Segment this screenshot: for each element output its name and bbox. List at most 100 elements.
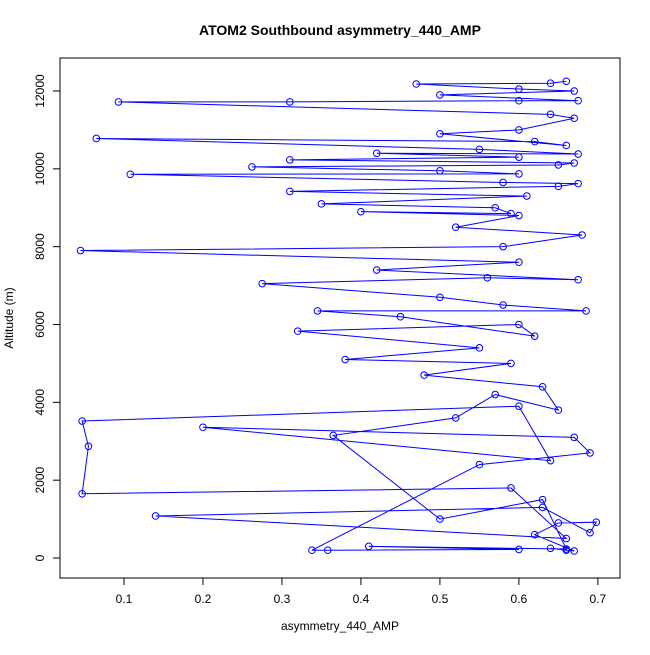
data-point [258,279,267,288]
data-point [92,134,101,143]
data-point [372,266,381,274]
data-point [475,145,484,154]
data-point [522,192,531,200]
data-point [570,547,578,555]
data-point [546,544,555,553]
data-point [570,159,578,167]
data-point [586,449,594,457]
data-point [293,327,302,335]
data-point [574,150,582,158]
data-point [78,489,86,498]
data-point [554,519,563,527]
data-point [286,187,294,196]
data-point [78,417,86,425]
data-point [436,293,444,302]
data-point [546,456,555,465]
data-point [323,546,332,555]
x-tick-label: 0.2 [195,592,212,606]
data-point [554,182,563,191]
data-point [365,542,373,551]
x-axis-label: asymmetry_440_AMP [281,619,399,633]
data-point [451,414,460,422]
data-point [574,275,582,284]
data-point [546,110,555,119]
data-point [530,530,539,539]
data-point [499,301,507,309]
data-point [491,390,500,399]
x-tick-label: 0.4 [353,592,370,606]
data-point [286,156,294,164]
data-point [507,359,515,368]
x-tick-label: 0.3 [274,592,291,606]
data-point [436,91,444,99]
y-tick-label: 4000 [33,389,47,416]
data-point [562,77,571,86]
data-point [436,515,444,523]
data-point [499,178,507,187]
data-point [84,442,93,451]
data-point [286,98,294,106]
data-point [114,98,123,106]
y-tick-label: 10000 [33,152,47,186]
data-point [341,355,349,364]
data-point [586,528,594,537]
data-point [538,495,547,504]
data-point [451,223,460,232]
data-line [80,80,598,552]
data-point [562,141,571,150]
data-point [317,200,326,208]
y-tick-label: 8000 [33,233,47,260]
data-point [515,320,523,329]
data-point [570,114,578,123]
data-point [248,163,256,171]
data-point [538,503,547,512]
y-tick-label: 0 [33,554,47,561]
data-point [530,137,539,146]
data-point [546,79,555,88]
data-point [554,406,563,414]
data-point [515,402,523,411]
data-point [483,273,492,282]
y-tick-label: 2000 [33,466,47,493]
data-point [372,149,381,158]
x-tick-label: 0.6 [511,592,528,606]
data-point [570,87,578,95]
data-point [574,179,582,188]
data-point [357,207,365,216]
data-point [507,209,515,218]
data-point [570,433,578,442]
data-point [329,431,338,440]
data-point [582,307,590,315]
chart-title: ATOM2 Southbound asymmetry_440_AMP [199,22,481,38]
data-point [515,126,523,134]
data-point [475,344,484,352]
data-point [475,460,484,469]
data-point [308,546,316,555]
y-axis-label: Altitude (m) [2,287,16,348]
data-point [396,312,405,321]
data-point [515,170,523,178]
x-tick-label: 0.5 [432,592,449,606]
data-point [562,545,571,553]
data-point [592,518,601,526]
data-point [76,246,85,255]
data-point [436,166,444,175]
x-tick-label: 0.7 [590,592,607,606]
data-point [151,512,160,520]
data-point [420,371,428,379]
y-tick-label: 12000 [33,74,47,108]
data-point [126,170,135,179]
data-point [530,332,539,340]
data-point [554,161,563,169]
y-tick-label: 6000 [33,311,47,338]
data-point [574,96,582,105]
data-point [491,203,500,212]
data-point [499,242,507,251]
data-point [515,85,523,93]
data-point [436,130,444,138]
data-point [562,534,571,543]
data-point [515,96,523,105]
data-point [412,80,421,88]
x-tick-label: 0.1 [116,592,133,606]
